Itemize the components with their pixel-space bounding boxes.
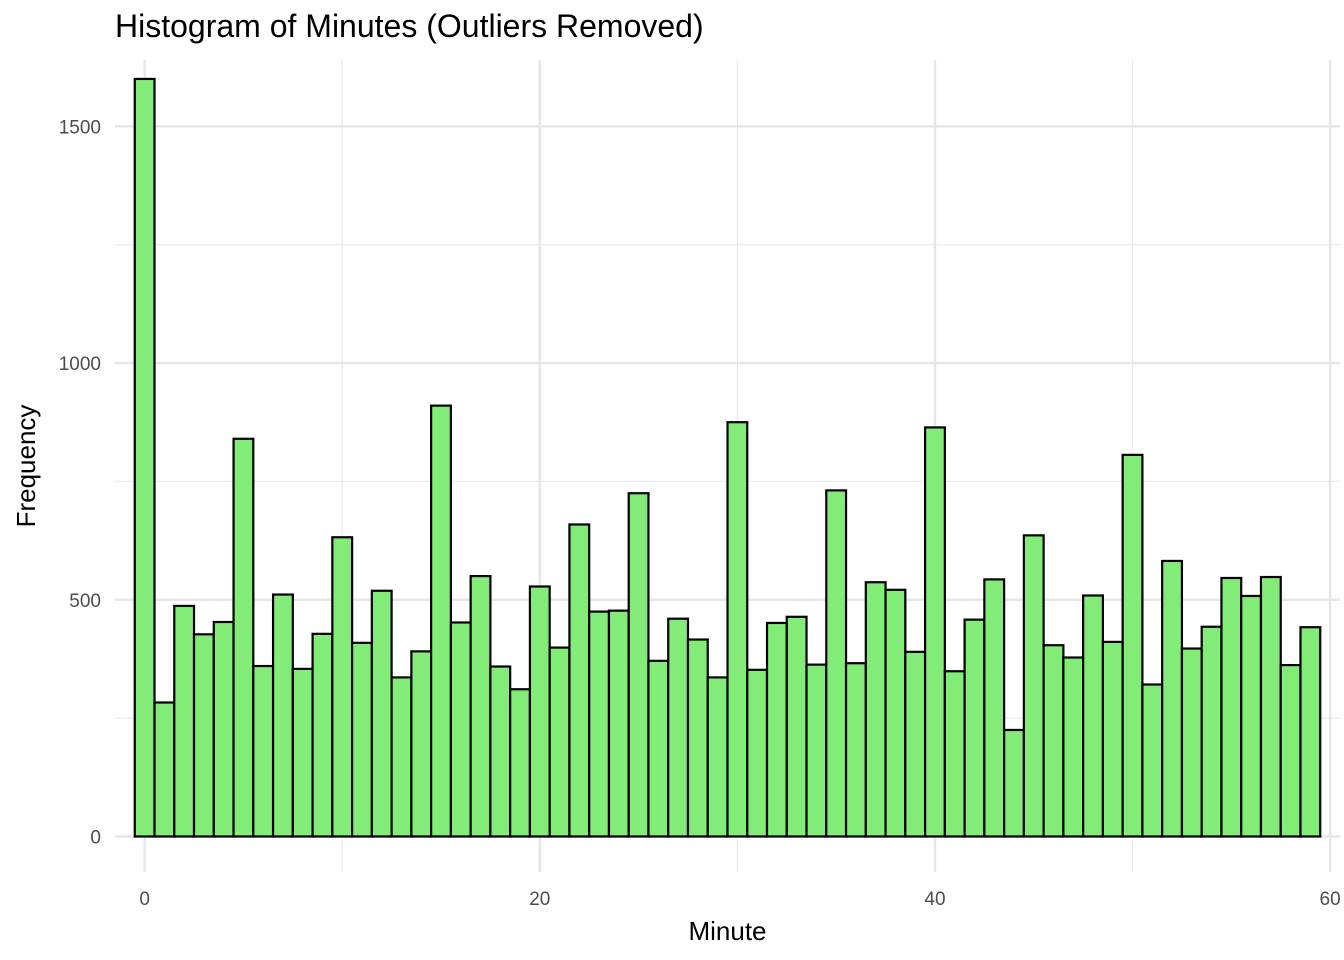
y-axis-ticks: 0 500 1000 1500 [59, 117, 101, 848]
histogram-bar [1003, 728, 1025, 838]
histogram-bar [1101, 640, 1124, 838]
histogram-bar [390, 676, 413, 838]
histogram-bar [686, 638, 709, 838]
x-tick-label: 0 [139, 889, 150, 910]
histogram-bar [133, 77, 156, 838]
histogram-bar [192, 633, 215, 838]
histogram-bar [271, 593, 294, 838]
histogram-bar [252, 664, 275, 838]
histogram-bar [706, 676, 729, 838]
histogram-bar [1062, 656, 1085, 838]
y-tick-label: 1500 [59, 117, 101, 138]
histogram-bar [509, 688, 532, 838]
histogram-bar [1042, 644, 1065, 838]
y-tick-label: 500 [69, 591, 101, 612]
histogram-bar [923, 426, 946, 838]
x-tick-label: 20 [529, 889, 550, 910]
histogram-bar [1121, 453, 1144, 838]
histogram-bar [805, 663, 828, 838]
histogram-bar [469, 574, 492, 838]
histogram-bar [1141, 683, 1164, 838]
histogram-bar [449, 621, 472, 838]
histogram-bar [331, 536, 354, 838]
histogram-bar [607, 609, 630, 838]
histogram-bar [1180, 647, 1203, 838]
histogram-bar [489, 665, 512, 838]
histogram-bar [825, 489, 848, 838]
histogram-bars [133, 77, 1322, 838]
x-tick-label: 60 [1320, 889, 1341, 910]
histogram-bar [370, 589, 393, 838]
histogram-bar [568, 523, 591, 838]
histogram-bar [844, 662, 867, 838]
histogram-bar [153, 701, 176, 838]
y-tick-label: 0 [90, 827, 101, 848]
histogram-bar [746, 668, 769, 838]
histogram-bar [350, 641, 373, 838]
histogram-bar [983, 578, 1006, 838]
histogram-bar [410, 650, 433, 838]
histogram-bar [667, 617, 690, 838]
histogram-bar [1240, 594, 1263, 838]
histogram-bar [1200, 625, 1223, 838]
histogram-bar [1082, 594, 1105, 838]
histogram-bar [627, 492, 650, 838]
histogram-bar [963, 618, 986, 838]
x-axis-title: Minute [688, 916, 766, 946]
histogram-bar [1022, 534, 1045, 838]
histogram-bar [430, 404, 452, 838]
x-tick-label: 40 [924, 889, 945, 910]
histogram-bar [785, 615, 808, 838]
histogram-bar [588, 610, 611, 838]
histogram-bar [647, 659, 670, 838]
x-axis-ticks: 0 20 40 60 [139, 889, 1340, 910]
histogram-bar [765, 621, 788, 838]
y-axis-title: Frequency [11, 405, 41, 528]
histogram-bar [864, 581, 887, 838]
histogram-bar [1161, 559, 1184, 838]
chart-title: Histogram of Minutes (Outliers Removed) [115, 8, 704, 44]
histogram-bar [1299, 626, 1322, 838]
histogram-bar [548, 646, 571, 838]
histogram-bar [173, 604, 196, 838]
histogram-bar [528, 585, 551, 838]
y-tick-label: 1000 [59, 354, 101, 375]
histogram-bar [212, 620, 235, 838]
histogram-bar [904, 650, 927, 838]
histogram-bar [1259, 575, 1282, 838]
histogram-bar [1279, 663, 1302, 838]
histogram-bar [943, 670, 966, 838]
histogram-bar [1220, 576, 1243, 838]
histogram-bar [884, 588, 907, 838]
histogram-bar [311, 632, 334, 838]
histogram-bar [232, 437, 255, 838]
histogram-bar [726, 421, 749, 838]
histogram-bar [291, 667, 314, 838]
